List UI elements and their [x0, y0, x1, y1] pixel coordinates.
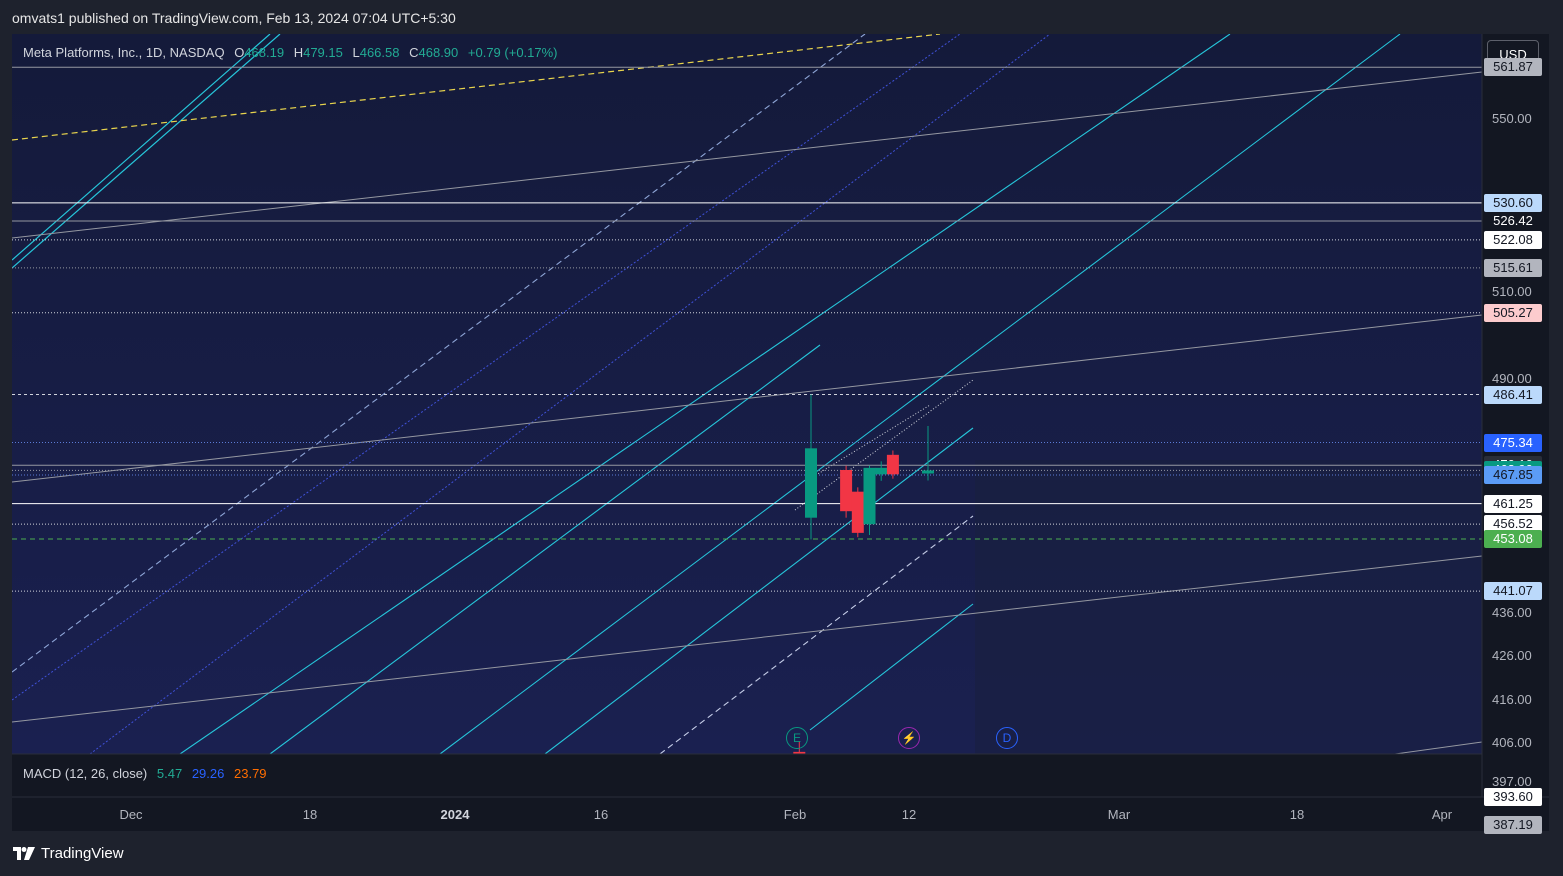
- price-tick-label: 550.00: [1492, 110, 1532, 126]
- time-tick-label: Mar: [1107, 807, 1131, 822]
- price-tick-label: 510.00: [1492, 284, 1532, 300]
- footer-brand[interactable]: TradingView: [13, 845, 124, 862]
- high-value: 479.15: [303, 45, 343, 60]
- time-tick-label: Dec: [119, 807, 143, 822]
- candle-body: [758, 782, 770, 795]
- candle-body: [793, 751, 806, 754]
- time-tick-label: Apr: [1431, 807, 1453, 822]
- candle-body: [875, 467, 888, 475]
- time-tick-label: 12: [901, 807, 917, 822]
- time-tick-label: 16: [593, 807, 609, 822]
- price-level-badge[interactable]: 441.07: [1484, 582, 1542, 601]
- price-tick-label: 436.00: [1492, 605, 1532, 621]
- tradingview-logo-icon: [13, 847, 35, 860]
- high-label: H: [293, 45, 304, 60]
- candle[interactable]: [782, 754, 794, 789]
- candle[interactable]: [922, 425, 934, 481]
- dashed-trendline[interactable]: [659, 515, 974, 754]
- macd-histogram-value: 23.79: [234, 766, 267, 781]
- close-label: C: [409, 45, 419, 60]
- candle[interactable]: [851, 487, 864, 538]
- symbol-name: Meta Platforms, Inc., 1D, NASDAQ: [23, 45, 225, 60]
- channel-line[interactable]: [809, 603, 974, 731]
- price-level-badge[interactable]: 461.25: [1484, 494, 1542, 513]
- price-tick-label: 416.00: [1492, 691, 1532, 707]
- price-tick-label: 490.00: [1492, 370, 1532, 386]
- change-value: +0.79 (+0.17%): [467, 45, 558, 60]
- candle-body: [723, 793, 735, 795]
- macd-label: MACD (12, 26, close): [23, 766, 148, 781]
- candle[interactable]: [711, 784, 723, 821]
- projection-zone: [975, 460, 1482, 754]
- price-level-badge[interactable]: 522.08: [1484, 230, 1542, 249]
- price-level-badge[interactable]: 393.60: [1484, 787, 1542, 806]
- macd-legend[interactable]: MACD (12, 26, close) 5.47 29.26 23.79: [23, 766, 267, 781]
- open-value: 468.19: [244, 45, 285, 60]
- gray-trendline[interactable]: [1394, 741, 1482, 754]
- close-value: 468.90: [418, 45, 459, 60]
- candle-body: [863, 467, 876, 525]
- price-tick-label: 397.00: [1492, 774, 1532, 790]
- open-label: O: [234, 45, 245, 60]
- earnings-event-icon[interactable]: E: [786, 727, 808, 749]
- low-label: L: [352, 45, 360, 60]
- time-tick-label: Feb: [783, 807, 807, 822]
- symbol-legend[interactable]: Meta Platforms, Inc., 1D, NASDAQ O468.19…: [23, 45, 558, 60]
- candle-body: [840, 469, 853, 512]
- price-level-badge[interactable]: 453.08: [1484, 530, 1542, 549]
- support-dotted-line[interactable]: [794, 379, 974, 511]
- candle-body: [770, 780, 782, 787]
- candle[interactable]: [886, 450, 899, 479]
- fan-line[interactable]: [12, 34, 961, 701]
- low-value: 466.58: [359, 45, 400, 60]
- price-tick-label: 426.00: [1492, 648, 1532, 664]
- candle[interactable]: [875, 461, 888, 481]
- price-level-badge[interactable]: 486.41: [1484, 385, 1542, 404]
- channel-line[interactable]: [12, 34, 281, 269]
- candlestick-series[interactable]: [711, 394, 934, 822]
- price-level-badge[interactable]: 526.42: [1484, 211, 1542, 230]
- gray-trendline[interactable]: [12, 314, 1482, 483]
- candle[interactable]: [805, 394, 817, 540]
- macd-value: 5.47: [156, 766, 183, 781]
- time-tick-label: 2024: [440, 807, 470, 822]
- publisher-line: omvats1 published on TradingView.com, Fe…: [12, 10, 456, 26]
- price-level-badge[interactable]: 505.27: [1484, 303, 1542, 322]
- split-event-icon[interactable]: ⚡: [898, 727, 920, 749]
- gray-trendline[interactable]: [12, 71, 1482, 239]
- trendline-drawings[interactable]: [12, 34, 1482, 754]
- price-level-badge[interactable]: 387.19: [1484, 815, 1542, 834]
- candle-body: [886, 454, 899, 475]
- dashed-trendline[interactable]: [12, 34, 866, 673]
- candle[interactable]: [723, 780, 735, 802]
- price-level-badge[interactable]: 456.52: [1484, 515, 1542, 534]
- dividend-event-icon[interactable]: D: [996, 727, 1018, 749]
- candle[interactable]: [863, 465, 876, 536]
- time-tick-label: 18: [1289, 807, 1305, 822]
- candle-body: [851, 491, 864, 533]
- price-level-badge[interactable]: 467.85: [1484, 465, 1542, 484]
- yellow-dashed-trendline[interactable]: [12, 34, 941, 141]
- candle-body: [922, 470, 934, 474]
- brand-name: TradingView: [41, 845, 124, 862]
- candle[interactable]: [758, 776, 770, 804]
- price-tick-label: 406.00: [1492, 735, 1532, 751]
- horizontal-levels[interactable]: [12, 66, 1482, 797]
- gray-trendline[interactable]: [12, 555, 1482, 723]
- candle-body: [782, 758, 794, 784]
- channel-line[interactable]: [12, 34, 271, 261]
- price-level-badge[interactable]: 515.61: [1484, 258, 1542, 277]
- candle[interactable]: [770, 780, 782, 791]
- macd-signal-value: 29.26: [191, 766, 225, 781]
- candle-body: [805, 448, 817, 518]
- price-level-badge[interactable]: 561.87: [1484, 58, 1542, 77]
- time-tick-label: 18: [302, 807, 318, 822]
- channel-line[interactable]: [269, 344, 821, 754]
- price-level-badge[interactable]: 475.34: [1484, 433, 1542, 452]
- candle[interactable]: [840, 465, 853, 518]
- price-level-badge[interactable]: 530.60: [1484, 193, 1542, 212]
